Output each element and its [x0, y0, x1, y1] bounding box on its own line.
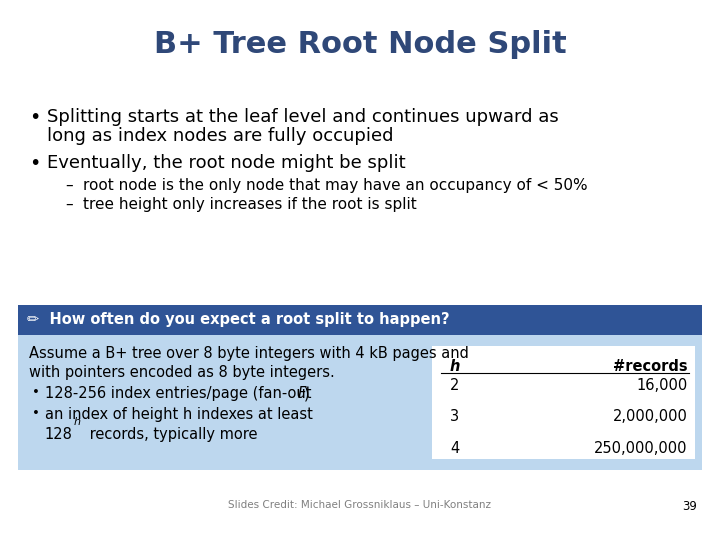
Text: 2: 2	[450, 378, 459, 393]
Text: 2,000,000: 2,000,000	[613, 409, 688, 424]
FancyBboxPatch shape	[432, 346, 695, 459]
Text: –: –	[65, 178, 73, 193]
Text: #records: #records	[613, 359, 688, 374]
Text: •: •	[32, 407, 40, 420]
Text: Assume a B+ tree over 8 byte integers with 4 kB pages and: Assume a B+ tree over 8 byte integers wi…	[29, 346, 469, 361]
Text: root node is the only node that may have an occupancy of < 50%: root node is the only node that may have…	[83, 178, 588, 193]
Text: records, typically more: records, typically more	[85, 427, 258, 442]
Text: 128-256 index entries/page (fan-out: 128-256 index entries/page (fan-out	[45, 386, 316, 401]
Text: •: •	[32, 386, 40, 399]
Text: B+ Tree Root Node Split: B+ Tree Root Node Split	[153, 30, 567, 59]
Text: an index of height h indexes at least: an index of height h indexes at least	[45, 407, 312, 422]
Text: Eventually, the root node might be split: Eventually, the root node might be split	[47, 154, 405, 172]
Text: –: –	[65, 197, 73, 212]
Text: F: F	[298, 386, 307, 401]
Text: 16,000: 16,000	[636, 378, 688, 393]
Text: 39: 39	[682, 500, 697, 512]
Text: ✏  How often do you expect a root split to happen?: ✏ How often do you expect a root split t…	[27, 313, 449, 327]
Text: 3: 3	[450, 409, 459, 424]
Text: ): )	[304, 386, 310, 401]
Text: 4: 4	[450, 441, 459, 456]
Text: h: h	[73, 417, 81, 427]
Text: long as index nodes are fully occupied: long as index nodes are fully occupied	[47, 127, 393, 145]
Text: 128: 128	[45, 427, 73, 442]
Text: •: •	[29, 154, 40, 173]
Text: Slides Credit: Michael Grossniklaus – Uni-Konstanz: Slides Credit: Michael Grossniklaus – Un…	[228, 500, 492, 510]
Text: tree height only increases if the root is split: tree height only increases if the root i…	[83, 197, 417, 212]
Text: •: •	[29, 108, 40, 127]
Text: with pointers encoded as 8 byte integers.: with pointers encoded as 8 byte integers…	[29, 366, 335, 380]
FancyBboxPatch shape	[18, 305, 702, 335]
Text: 250,000,000: 250,000,000	[594, 441, 688, 456]
FancyBboxPatch shape	[18, 335, 702, 470]
Text: h: h	[450, 359, 460, 374]
Text: Splitting starts at the leaf level and continues upward as: Splitting starts at the leaf level and c…	[47, 108, 559, 126]
